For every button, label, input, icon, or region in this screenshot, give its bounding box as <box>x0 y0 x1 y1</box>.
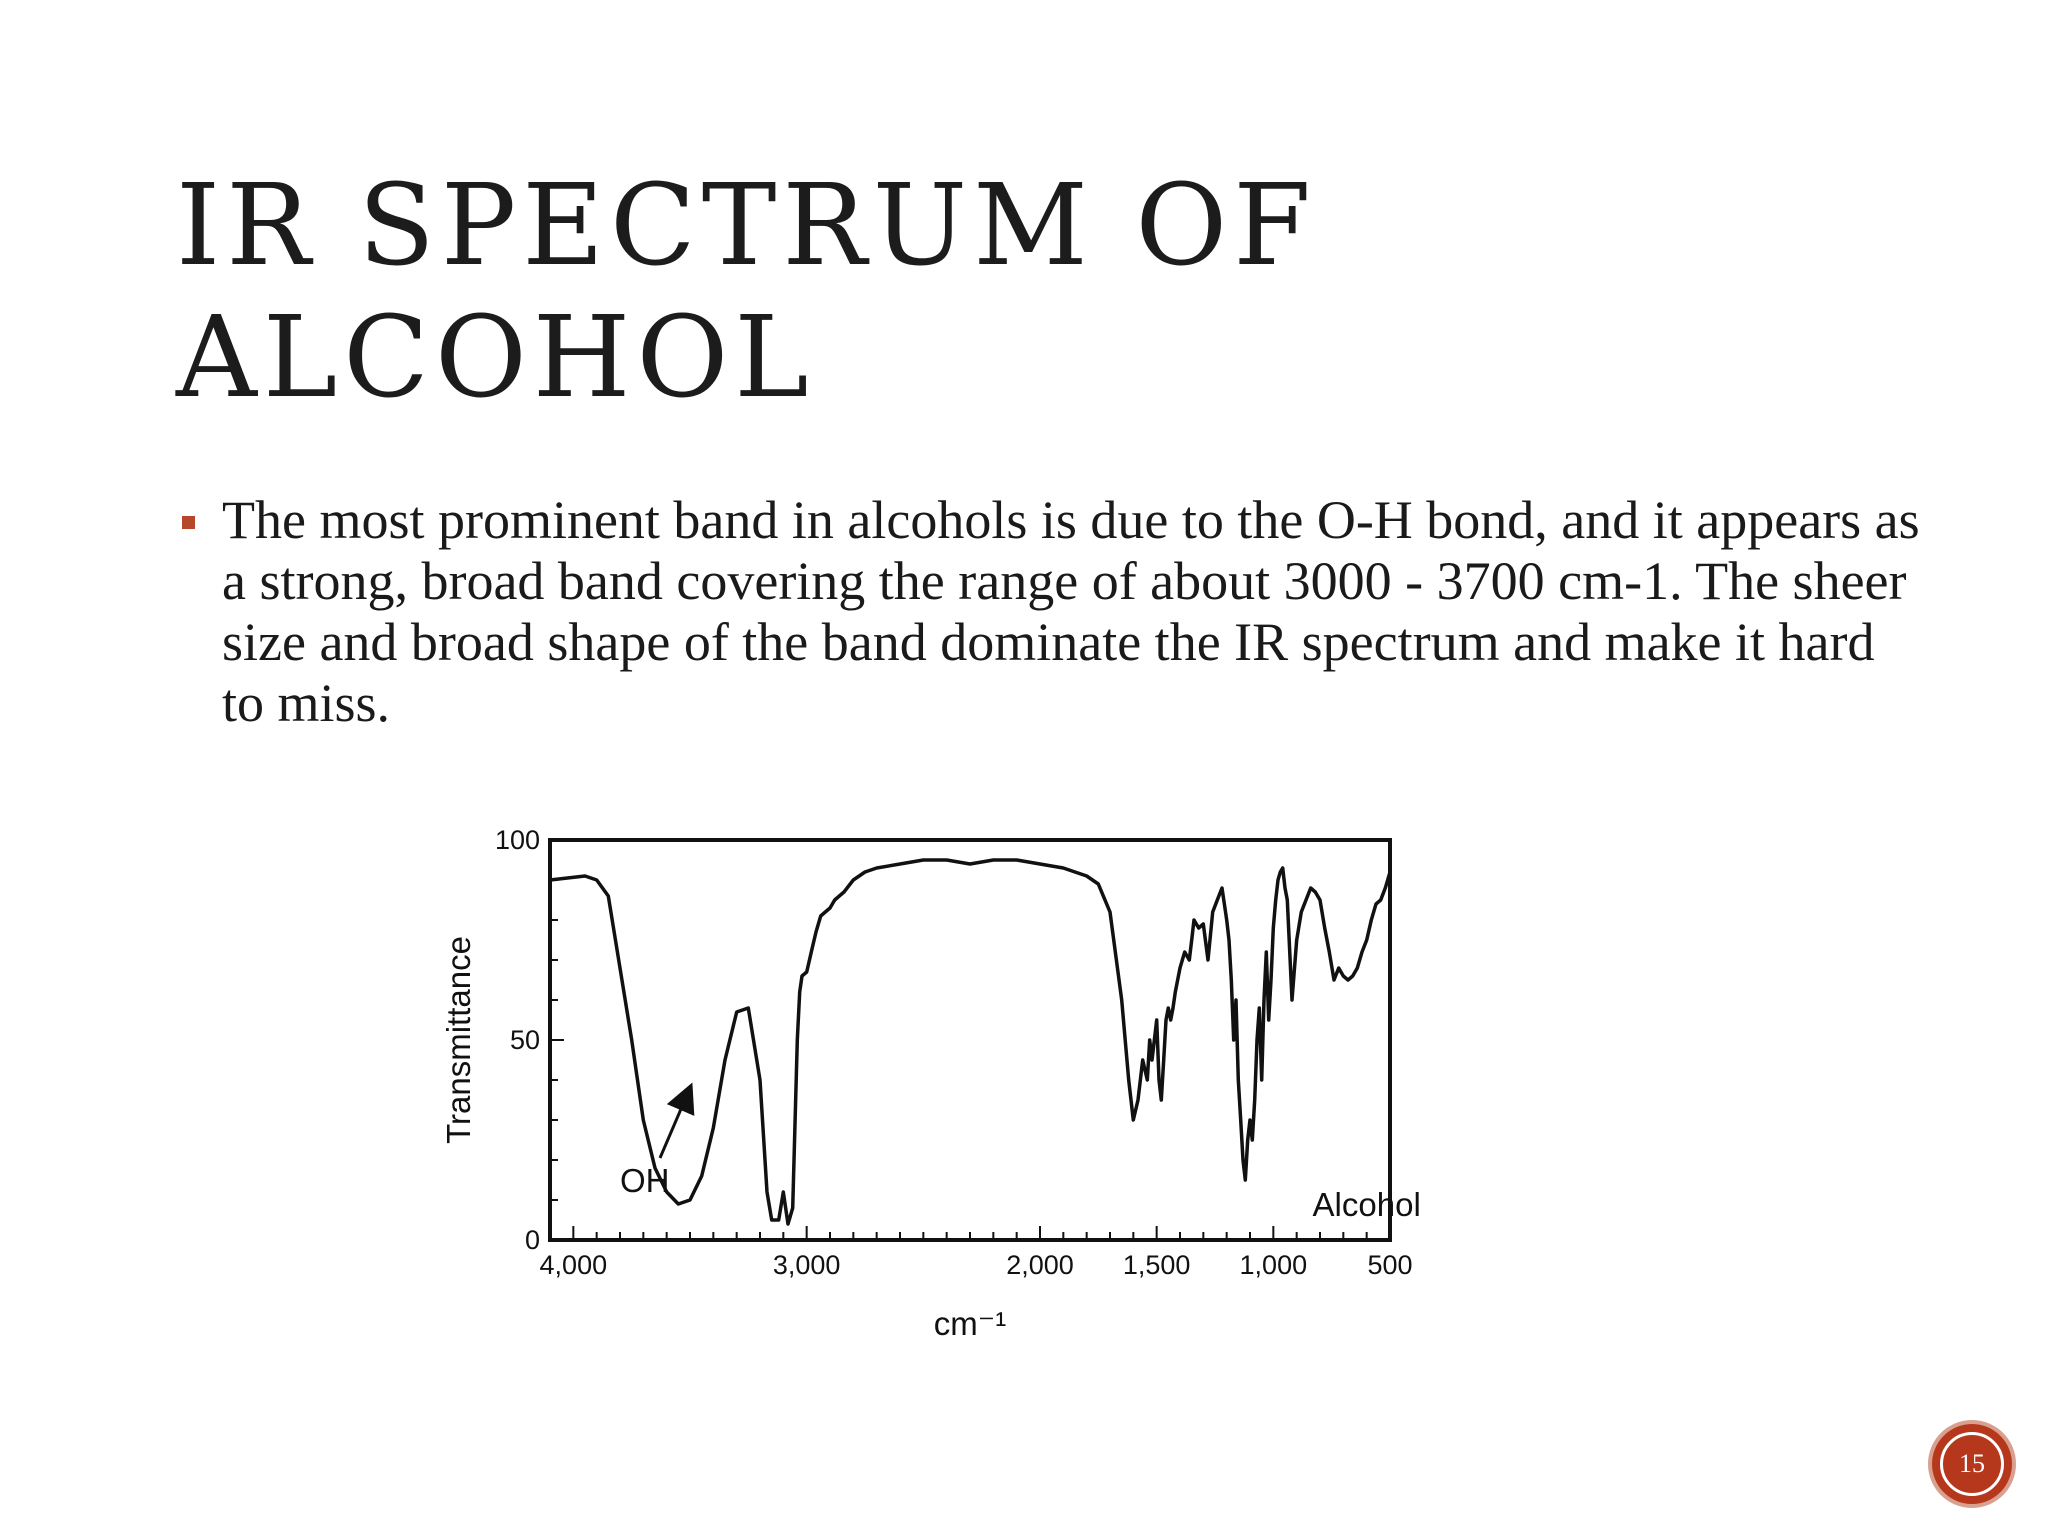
oh-arrow <box>658 1082 695 1159</box>
square-bullet-icon <box>182 516 195 529</box>
y-tick-label: 100 <box>495 825 540 855</box>
bullet-list: The most prominent band in alcohols is d… <box>182 490 1922 734</box>
chart-annotations: OH Alcohol <box>620 1082 1420 1223</box>
x-tick-label: 1,500 <box>1123 1250 1191 1280</box>
x-tick-label: 2,000 <box>1006 1250 1074 1280</box>
x-tick-label: 1,000 <box>1240 1250 1308 1280</box>
slide-title-line-1: IR SPECTRUM OF <box>176 161 1317 291</box>
bullet-item: The most prominent band in alcohols is d… <box>182 490 1922 734</box>
oh-annotation: OH <box>620 1162 670 1199</box>
alcohol-annotation: Alcohol <box>1313 1186 1420 1223</box>
slide-title-line-2: ALCOHOL <box>176 293 815 423</box>
x-axis-title: cm⁻¹ <box>934 1305 1006 1342</box>
slide-title: IR SPECTRUM OF ALCOHOL <box>176 160 1676 424</box>
axis-tick-labels: 4,000 3,000 2,000 1,500 1,000 500 0 50 100 <box>495 825 1413 1280</box>
page-number-badge: 15 <box>1932 1424 2012 1504</box>
page-number: 15 <box>1940 1432 2004 1496</box>
transmittance-series-line <box>549 858 1392 1226</box>
ir-spectrum-chart: 4,000 3,000 2,000 1,500 1,000 500 0 50 100 OH Alc… <box>440 825 1420 1342</box>
y-axis-title: Transmittance <box>440 936 477 1144</box>
bullet-text: The most prominent band in alcohols is d… <box>222 490 1920 733</box>
y-tick-label: 0 <box>525 1225 540 1255</box>
y-tick-label: 50 <box>510 1025 540 1055</box>
x-tick-label: 4,000 <box>540 1250 608 1280</box>
x-tick-label: 3,000 <box>773 1250 841 1280</box>
x-tick-label: 500 <box>1367 1250 1412 1280</box>
